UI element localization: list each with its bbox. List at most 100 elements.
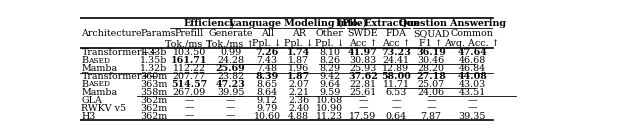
Text: 8.64: 8.64 xyxy=(257,88,278,97)
Text: SWDE: SWDE xyxy=(348,29,378,38)
Text: RWKV v5: RWKV v5 xyxy=(81,104,127,113)
Text: —: — xyxy=(226,104,236,113)
Text: 7.43: 7.43 xyxy=(257,56,278,65)
Text: 37.62: 37.62 xyxy=(348,72,378,81)
Text: All: All xyxy=(260,29,274,38)
Text: 9.42: 9.42 xyxy=(319,72,340,81)
Text: 8.65: 8.65 xyxy=(257,80,278,89)
Text: 1.96: 1.96 xyxy=(288,64,309,73)
Text: 7.48: 7.48 xyxy=(257,64,278,73)
Text: —: — xyxy=(184,112,194,120)
Text: 23.82: 23.82 xyxy=(217,72,244,81)
Text: 25.69: 25.69 xyxy=(216,64,245,73)
Text: 8.29: 8.29 xyxy=(319,64,340,73)
Text: 9.79: 9.79 xyxy=(257,104,278,113)
Text: Info. Extraction: Info. Extraction xyxy=(337,19,420,28)
Text: 10.90: 10.90 xyxy=(316,104,343,113)
Text: 7.87: 7.87 xyxy=(420,112,442,120)
Text: 9.64: 9.64 xyxy=(319,80,340,89)
Text: Ppl. ↓: Ppl. ↓ xyxy=(252,39,282,48)
Text: Mamba: Mamba xyxy=(81,88,118,97)
Text: Acc ↑: Acc ↑ xyxy=(381,39,410,48)
Text: 22.81: 22.81 xyxy=(349,80,376,89)
Text: 10.60: 10.60 xyxy=(253,112,281,120)
Text: 8.39: 8.39 xyxy=(255,72,279,81)
Text: 28.20: 28.20 xyxy=(418,64,445,73)
Text: 12.89: 12.89 xyxy=(382,64,410,73)
Text: 25.93: 25.93 xyxy=(349,64,377,73)
Text: 362m: 362m xyxy=(140,112,167,120)
Text: SQUAD: SQUAD xyxy=(413,29,449,38)
Text: —: — xyxy=(391,104,401,113)
Text: ASED: ASED xyxy=(88,57,111,65)
Text: 24.28: 24.28 xyxy=(217,56,244,65)
Text: 43.51: 43.51 xyxy=(458,88,486,97)
Text: B: B xyxy=(81,56,88,65)
Text: 360m: 360m xyxy=(140,72,167,81)
Text: Transformer++: Transformer++ xyxy=(81,48,158,57)
Text: 1.87: 1.87 xyxy=(287,72,310,81)
Text: 8.26: 8.26 xyxy=(319,56,340,65)
Text: 24.06: 24.06 xyxy=(418,88,445,97)
Text: 73.23: 73.23 xyxy=(381,48,411,57)
Text: Prefill: Prefill xyxy=(175,29,204,38)
Text: 0.64: 0.64 xyxy=(385,112,406,120)
Text: 207.77: 207.77 xyxy=(173,72,205,81)
Text: 514.57: 514.57 xyxy=(171,80,207,89)
Text: Mamba: Mamba xyxy=(81,64,118,73)
Text: Language Modeling (Pile): Language Modeling (Pile) xyxy=(229,19,367,28)
Text: Question Answering: Question Answering xyxy=(399,19,506,28)
Text: 44.08: 44.08 xyxy=(457,72,487,81)
Text: —: — xyxy=(467,104,477,113)
Text: Generate: Generate xyxy=(208,29,253,38)
Text: 1.74: 1.74 xyxy=(287,48,310,57)
Text: 4.88: 4.88 xyxy=(288,112,309,120)
Text: 161.71: 161.71 xyxy=(171,56,207,65)
Text: 39.35: 39.35 xyxy=(458,112,486,120)
Text: 1.35b: 1.35b xyxy=(140,56,168,65)
Text: 2.40: 2.40 xyxy=(288,104,309,113)
Text: 2.21: 2.21 xyxy=(288,88,309,97)
Text: 6.53: 6.53 xyxy=(385,88,406,97)
Text: 363m: 363m xyxy=(140,80,168,89)
Text: Tok./ms ↑: Tok./ms ↑ xyxy=(165,39,213,48)
Text: 103.50: 103.50 xyxy=(173,48,205,57)
Text: Common: Common xyxy=(451,29,493,38)
Text: 362m: 362m xyxy=(140,104,167,113)
Text: Architecture: Architecture xyxy=(81,29,142,38)
Text: Ppl. ↓: Ppl. ↓ xyxy=(315,39,344,48)
Text: —: — xyxy=(184,104,194,113)
Text: 0.99: 0.99 xyxy=(220,48,241,57)
Text: —: — xyxy=(358,96,368,105)
Text: 43.03: 43.03 xyxy=(458,80,486,89)
Text: 9.59: 9.59 xyxy=(319,88,340,97)
Text: B: B xyxy=(81,80,88,89)
Text: 1.87: 1.87 xyxy=(288,56,309,65)
Text: 1.33b: 1.33b xyxy=(140,48,168,57)
Text: 58.00: 58.00 xyxy=(381,72,411,81)
Text: —: — xyxy=(358,104,368,113)
Text: —: — xyxy=(184,96,194,105)
Text: F1 ↑: F1 ↑ xyxy=(419,39,443,48)
Text: H3: H3 xyxy=(81,112,96,120)
Text: 27.18: 27.18 xyxy=(416,72,446,81)
Text: —: — xyxy=(426,96,436,105)
Text: 11.23: 11.23 xyxy=(316,112,343,120)
Text: 41.97: 41.97 xyxy=(348,48,378,57)
Text: 25.61: 25.61 xyxy=(349,88,376,97)
Text: Transformer++: Transformer++ xyxy=(81,72,158,81)
Text: 47.23: 47.23 xyxy=(216,80,246,89)
Text: 362m: 362m xyxy=(140,96,167,105)
Text: 7.26: 7.26 xyxy=(255,48,279,57)
Text: 46.68: 46.68 xyxy=(458,56,486,65)
Text: 30.46: 30.46 xyxy=(417,56,445,65)
Text: 2.36: 2.36 xyxy=(288,96,309,105)
Text: FDA: FDA xyxy=(385,29,406,38)
Text: AR: AR xyxy=(292,29,306,38)
Text: —: — xyxy=(391,96,401,105)
Text: Ppl. ↓: Ppl. ↓ xyxy=(284,39,314,48)
Text: —: — xyxy=(426,104,436,113)
Text: 30.83: 30.83 xyxy=(349,56,376,65)
Text: —: — xyxy=(467,96,477,105)
Text: —: — xyxy=(226,112,236,120)
